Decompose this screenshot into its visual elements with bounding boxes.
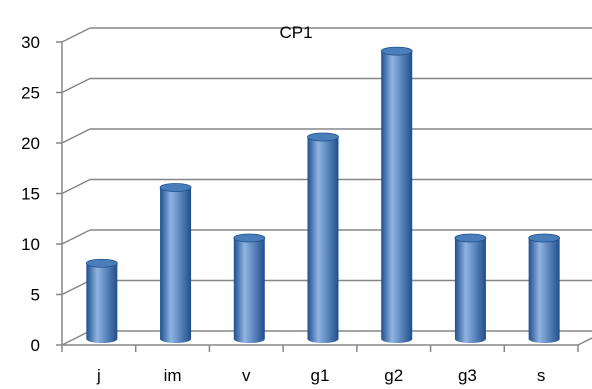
gridline-3	[61, 178, 592, 195]
y-tick-label-3: 15	[21, 185, 40, 204]
y-tick-label-0: 0	[31, 336, 40, 355]
x-tick-label-g3: g3	[458, 366, 477, 385]
y-tick-label-5: 25	[21, 84, 40, 103]
bar-g2	[380, 46, 413, 344]
gridline-5	[61, 77, 592, 94]
x-tick-label-s: s	[537, 366, 546, 385]
y-tick-label-2: 10	[21, 235, 40, 254]
x-tick-label-g2: g2	[384, 366, 403, 385]
x-tick-label-j: j	[96, 366, 101, 385]
y-tick-label-4: 20	[21, 134, 40, 153]
bar-v	[233, 233, 266, 343]
bars	[85, 46, 561, 344]
bar-s	[528, 233, 561, 343]
bar-im	[159, 183, 192, 343]
y-tick-label-6: 30	[21, 33, 40, 52]
x-tick-label-g1: g1	[311, 366, 330, 385]
x-tick-labels: j im v g1 g2 g3 s	[96, 366, 545, 385]
y-tick-label-1: 5	[31, 286, 40, 305]
bar-j	[85, 258, 118, 343]
bar-g3	[454, 233, 487, 343]
x-tick-label-im: im	[164, 366, 182, 385]
chart-title: CP1	[279, 23, 312, 42]
y-tick-labels: 0 5 10 15 20 25 30	[21, 33, 40, 355]
bar-g1	[307, 132, 339, 343]
x-tick-label-v: v	[242, 366, 251, 385]
axes	[56, 41, 592, 352]
gridline-4	[61, 128, 592, 144]
gridline-6	[61, 27, 592, 43]
